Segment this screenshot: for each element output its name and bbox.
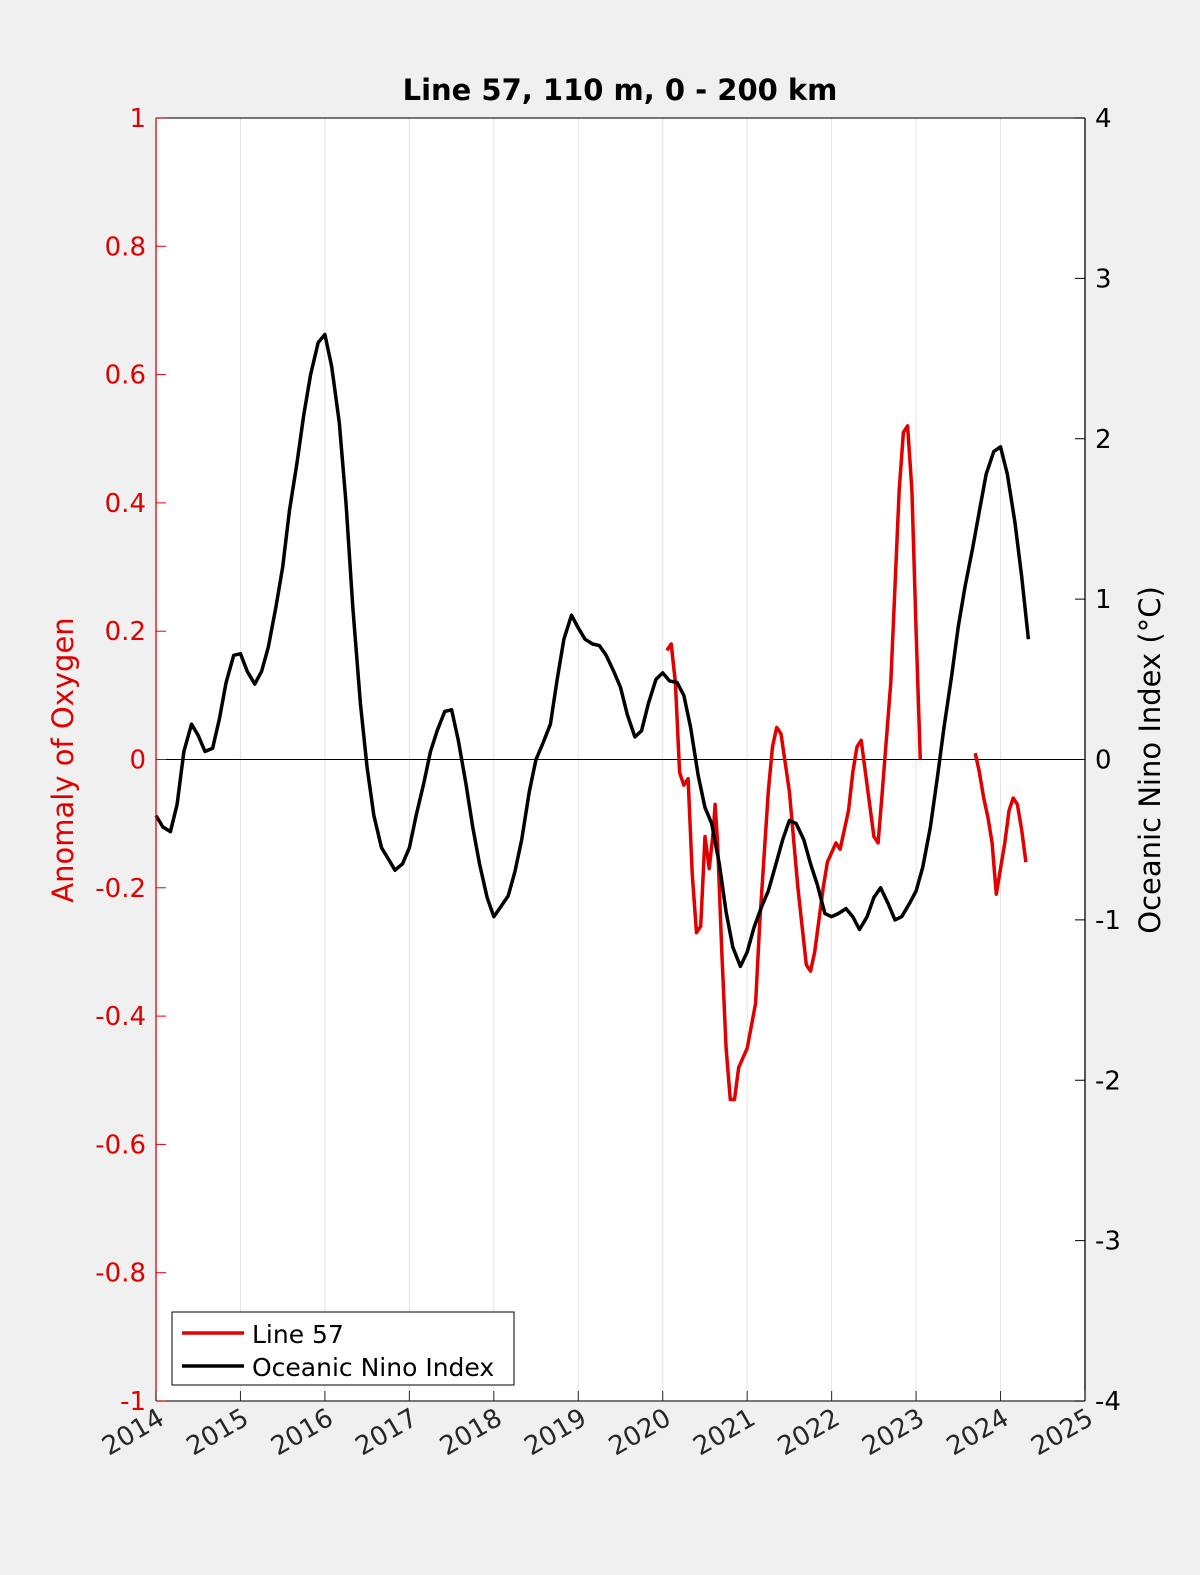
legend-oni-label: Oceanic Nino Index — [252, 1353, 494, 1382]
y-right-tick-label: -1 — [1095, 906, 1121, 936]
legend-line57-label: Line 57 — [252, 1320, 344, 1349]
y-right-tick-label: 1 — [1095, 585, 1112, 615]
y-axis-right-label: Oceanic Nino Index (°C) — [1133, 586, 1167, 934]
line57-series-segment — [973, 752, 1028, 896]
y-right-tick-label: -4 — [1095, 1387, 1121, 1417]
y-right-tick-label: 2 — [1095, 425, 1112, 455]
y-left-tick-label: 0.2 — [105, 617, 146, 647]
x-tick-label: 2025 — [1026, 1403, 1098, 1462]
y-left-tick-label: -0.4 — [95, 1002, 146, 1032]
legend: Line 57 Oceanic Nino Index — [171, 1311, 515, 1386]
y-left-tick-label: -0.2 — [95, 874, 146, 904]
x-tick-label: 2019 — [519, 1403, 591, 1462]
y-left-tick-label: -0.8 — [95, 1259, 146, 1289]
series-layer — [154, 332, 1031, 1102]
x-tick-label: 2016 — [266, 1403, 338, 1462]
y-left-tick-label: 0 — [129, 746, 146, 776]
y-right-tick-label: -3 — [1095, 1227, 1121, 1257]
y-right-tick-label: 0 — [1095, 746, 1112, 776]
legend-box — [171, 1311, 515, 1386]
x-tick-label: 2020 — [604, 1403, 676, 1462]
x-tick-label: 2021 — [688, 1403, 760, 1462]
y-left-tick-label: 0.6 — [105, 361, 146, 391]
y-right-tick-label: 3 — [1095, 264, 1112, 294]
axes — [155, 117, 1086, 1402]
x-tick-label: 2018 — [435, 1403, 507, 1462]
oni-series-line — [154, 332, 1031, 969]
chart-title: Line 57, 110 m, 0 - 200 km — [403, 73, 838, 107]
y-right-tick-label: 4 — [1095, 104, 1112, 134]
x-tick-label: 2023 — [857, 1403, 929, 1462]
y-right-tick-label: -2 — [1095, 1066, 1121, 1096]
y-left-tick-label: 0.8 — [105, 232, 146, 262]
x-tick-label: 2017 — [351, 1403, 423, 1462]
y-axis-left-label: Anomaly of Oxygen — [46, 617, 80, 902]
y-left-tick-label: 0.4 — [105, 489, 146, 519]
y-left-tick-label: -1 — [120, 1387, 146, 1417]
y-left-tick-label: -0.6 — [95, 1130, 146, 1160]
x-tick-label: 2015 — [182, 1403, 254, 1462]
y-left-tick-label: 1 — [129, 104, 146, 134]
line57-series-segment — [665, 424, 923, 1102]
x-tick-label: 2022 — [773, 1403, 845, 1462]
x-tick-label: 2024 — [942, 1403, 1014, 1462]
